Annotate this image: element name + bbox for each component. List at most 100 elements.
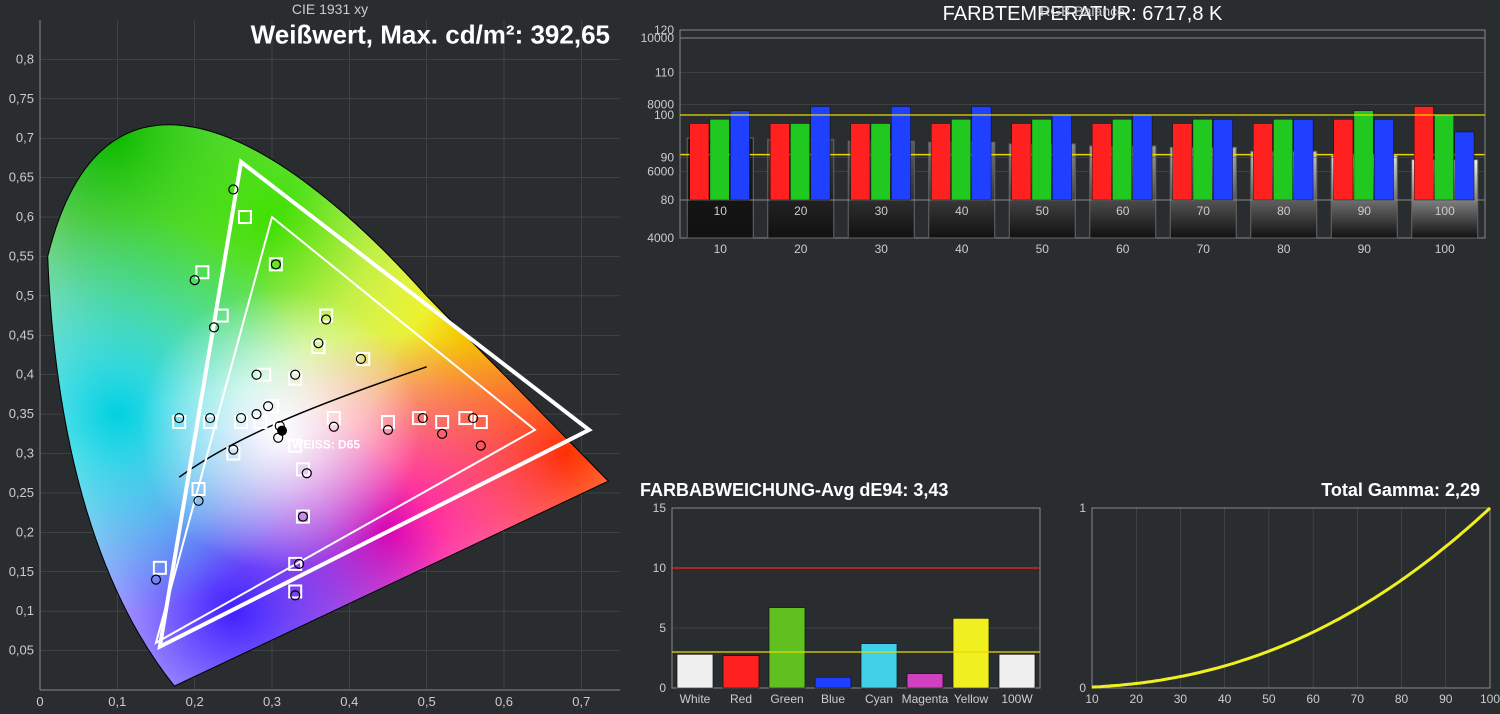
xtick: 10 [714,204,728,218]
cie-ytick: 0,65 [9,170,34,185]
cie-xtick: 0,4 [340,694,358,709]
gamma-xtick: 60 [1306,692,1320,706]
rgbbalance-title: RGB Balance [1040,3,1125,19]
xtick: 80 [1277,204,1291,218]
xtick: 70 [1197,204,1211,218]
rgb-bar-G [790,124,809,201]
xtick: Green [770,692,803,706]
xtick: 100W [1001,692,1033,706]
rgb-bar-G [1193,119,1212,200]
xtick: 40 [955,204,969,218]
gamma-xtick: 20 [1130,692,1144,706]
rgb-bar-G [1112,119,1131,200]
rgb-bar-B [1052,115,1071,200]
cie-xtick: 0,6 [495,694,513,709]
cie-ytick: 0,2 [16,524,34,539]
gamma-panel: Total Gamma: 2,2901102030405060708090100 [1050,478,1500,709]
xtick: Blue [821,692,845,706]
gamma-chart: Total Gamma: 2,2901102030405060708090100 [1050,478,1500,709]
gamma-xtick: 80 [1395,692,1409,706]
rgb-bar-B [730,111,749,200]
de94-bar [999,654,1035,688]
cie-ytick: 0,4 [16,367,34,382]
de94-bar [815,677,851,688]
xtick: Yellow [954,692,989,706]
cie-ytick: 0,25 [9,485,34,500]
xtick: 60 [1116,242,1130,256]
rgb-bar-B [811,107,830,201]
rgb-bar-B [891,107,910,201]
rgb-bar-R [1414,107,1433,201]
xtick: 70 [1197,242,1211,256]
xtick: 20 [794,242,808,256]
rgb-bar-B [1133,115,1152,200]
gamma-xtick: 10 [1085,692,1099,706]
ytick: 15 [653,501,667,515]
rgbbalance-chart: RGB Balance80901001101201020304050607080… [630,0,1500,220]
cie-overlay-label: Weißwert, Max. cd/m²: 392,65 [251,20,610,50]
xtick: 40 [955,242,969,256]
cie-ytick: 0,05 [9,643,34,658]
rgb-bar-G [1354,111,1373,200]
xtick: 90 [1358,242,1372,256]
xtick: 100 [1435,242,1455,256]
xtick: Magenta [902,692,949,706]
cie-chart: CIE 1931 xy00,10,20,30,40,50,60,70,050,1… [0,0,630,709]
cie-ytick: 0,8 [16,51,34,66]
xtick: 10 [714,242,728,256]
cie-ytick: 0,3 [16,446,34,461]
cie-ytick: 0,55 [9,248,34,263]
de94-bar [677,654,713,688]
rgb-bar-R [1173,124,1192,201]
xtick: 100 [1435,204,1455,218]
cie-panel: CIE 1931 xy00,10,20,30,40,50,60,70,050,1… [0,0,630,709]
rgb-bar-G [951,119,970,200]
xtick: 90 [1358,204,1372,218]
xtick: 80 [1277,242,1291,256]
rgb-bar-G [1273,119,1292,200]
cie-title: CIE 1931 xy [292,1,368,17]
cie-ytick: 0,5 [16,288,34,303]
rgb-bar-B [1374,119,1393,200]
de94-chart: FARBABWEICHUNG-Avg dE94: 3,43051015White… [630,478,1050,709]
rgb-bar-G [1032,119,1051,200]
xtick: 20 [794,204,808,218]
ytick: 80 [661,193,675,207]
rgb-bar-B [1455,132,1474,200]
rgb-bar-R [1092,124,1111,201]
rgb-bar-R [690,124,709,201]
rgbbalance-panel: RGB Balance80901001101201020304050607080… [630,0,1500,220]
gamma-curve [1092,508,1490,687]
xtick: White [680,692,711,706]
de94-bar [769,608,805,688]
cie-xtick: 0 [36,694,43,709]
rgb-bar-R [1253,124,1272,201]
cie-ytick: 0,1 [16,603,34,618]
ytick: 90 [661,151,675,165]
ytick: 100 [654,108,674,122]
ytick: 10 [653,561,667,575]
rgb-bar-B [1294,119,1313,200]
ytick: 5 [659,621,666,635]
de94-bar [861,644,897,688]
cie-ytick: 0,35 [9,406,34,421]
xtick: 50 [1036,242,1050,256]
gamma-xtick: 100 [1480,692,1500,706]
ytick: 110 [655,66,674,80]
gamma-xtick: 90 [1439,692,1453,706]
cie-xtick: 0,1 [108,694,126,709]
xtick: Red [730,692,752,706]
cie-ytick: 0,6 [16,209,34,224]
de94-bar [953,618,989,688]
cie-xtick: 0,5 [418,694,436,709]
ytick: 0 [659,681,666,695]
de94-bar [907,674,943,688]
cie-gamut-fill [40,20,620,690]
rgb-bar-R [1012,124,1031,201]
rgb-bar-R [851,124,870,201]
ytick: 4000 [647,231,674,245]
cie-ytick: 0,75 [9,91,34,106]
de94-bar [723,656,759,688]
xtick: 50 [1036,204,1050,218]
cie-ytick: 0,45 [9,327,34,342]
